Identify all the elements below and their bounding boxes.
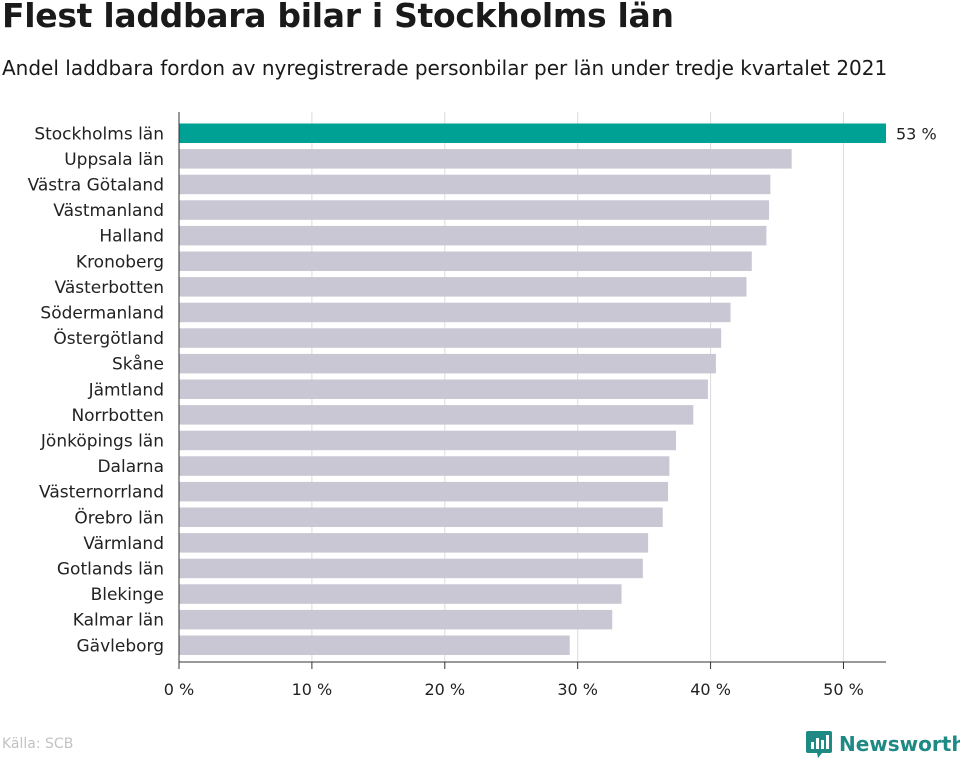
category-label: Kalmar län: [73, 611, 164, 631]
bar: [179, 481, 669, 502]
category-label: Jönköpings län: [40, 431, 164, 451]
bar: [179, 353, 716, 374]
chart-subtitle: Andel laddbara fordon av nyregistrerade …: [2, 56, 888, 80]
bar: [179, 251, 752, 271]
category-label: Halland: [99, 227, 164, 247]
x-tick-label: 0 %: [164, 680, 194, 699]
category-label: Gävleborg: [76, 636, 164, 656]
category-label: Skåne: [112, 354, 164, 375]
category-label: Västernorrland: [39, 483, 164, 503]
category-label: Gotlands län: [57, 559, 164, 579]
x-tick-label: 20 %: [424, 680, 465, 699]
x-tick-label: 40 %: [690, 680, 731, 699]
category-label: Norrbotten: [71, 406, 164, 426]
category-label: Västerbotten: [55, 278, 164, 298]
category-label: Västra Götaland: [28, 175, 164, 195]
bar-chart-logo-icon: [806, 731, 832, 758]
source-note: Källa: SCB: [2, 736, 74, 752]
bar: [179, 558, 643, 579]
bar: [179, 225, 767, 246]
category-label: Jämtland: [88, 380, 164, 400]
x-tick-label: 30 %: [557, 680, 598, 699]
bar: [179, 635, 570, 655]
x-tick-label: 10 %: [292, 680, 333, 699]
data-label: 53 %: [896, 124, 937, 143]
bar: [179, 609, 613, 630]
bar: [179, 277, 747, 297]
bar: [179, 456, 670, 476]
bar: [179, 328, 722, 348]
bar: [179, 149, 792, 169]
brand-logo: Newsworthy: [805, 728, 960, 760]
brand-name: Newsworthy: [839, 732, 960, 756]
x-tick-label: 50 %: [823, 680, 864, 699]
bar: [179, 174, 771, 195]
category-label: Stockholms län: [34, 124, 164, 144]
category-label: Värmland: [83, 534, 164, 554]
bar: [179, 533, 649, 553]
category-label: Uppsala län: [64, 150, 164, 170]
bar: [179, 302, 731, 323]
bar: [179, 584, 622, 604]
category-label: Västmanland: [53, 201, 164, 221]
bar: [179, 405, 694, 425]
bar-chart: Stockholms län Uppsala län Västra Götaland…: [28, 112, 937, 699]
category-label: Kronoberg: [76, 252, 164, 272]
chart-title: Flest laddbara bilar i Stockholms län: [2, 0, 674, 35]
category-label: Dalarna: [97, 457, 164, 477]
bar: [179, 123, 886, 143]
bar: [179, 379, 708, 399]
category-label: Blekinge: [91, 585, 164, 605]
bar: [179, 200, 770, 220]
bar: [179, 507, 663, 527]
category-label: Örebro län: [74, 506, 164, 528]
category-label: Södermanland: [40, 303, 164, 323]
category-label: Östergötland: [53, 327, 164, 349]
bar: [179, 430, 677, 451]
